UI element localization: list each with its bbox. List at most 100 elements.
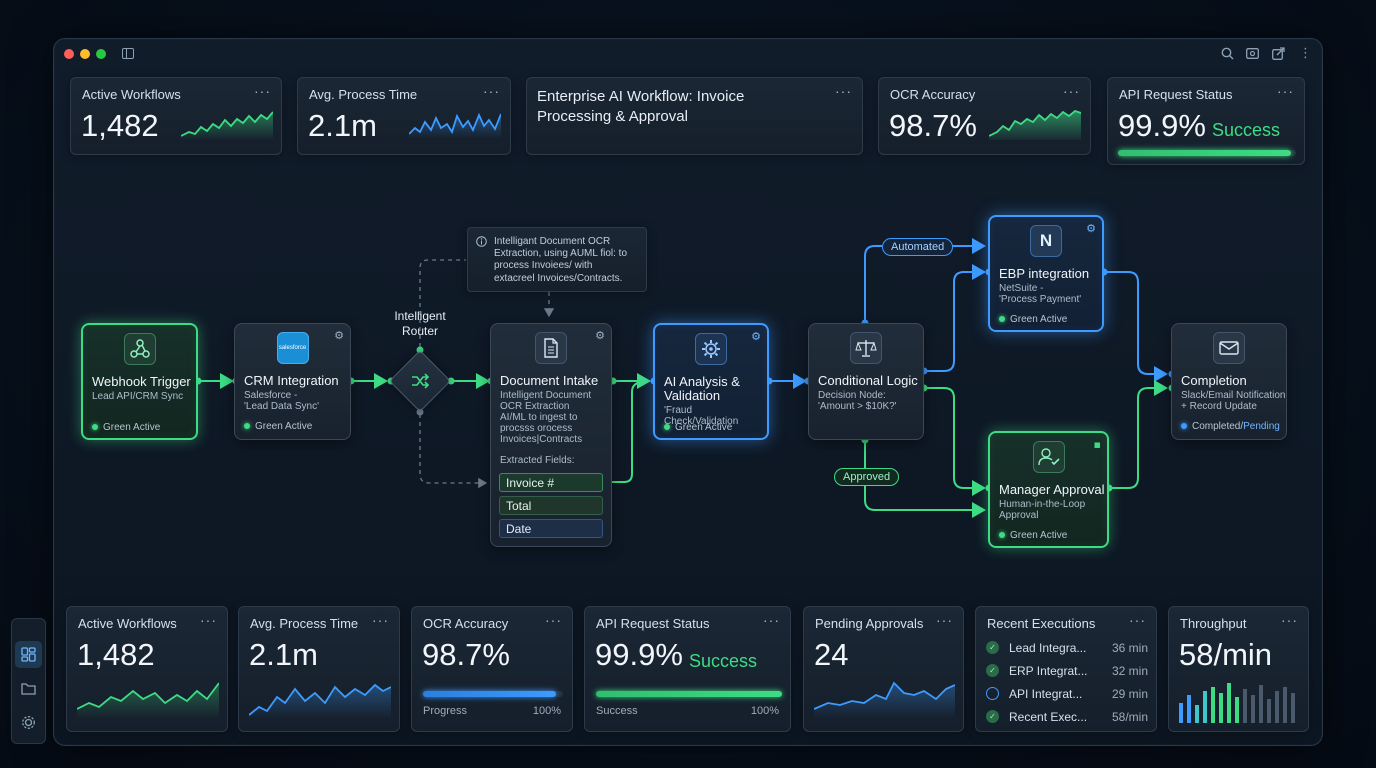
sparkline-chart	[77, 682, 219, 719]
more-options-icon[interactable]: ···	[254, 83, 271, 99]
node-title: Document Intake	[500, 373, 599, 388]
status-indicator: Green Active	[999, 314, 1067, 325]
image-icon[interactable]	[1246, 47, 1259, 60]
progress-label: Success	[596, 705, 638, 717]
document-icon	[535, 332, 567, 364]
sidebar-item-dashboard[interactable]	[15, 641, 42, 668]
more-vertical-icon[interactable]: ⋮	[1299, 46, 1312, 61]
external-link-icon[interactable]	[1272, 47, 1285, 60]
mail-icon	[1213, 332, 1245, 364]
tooltip-line: Extraction, using AUML fiol: to	[494, 248, 628, 259]
settings-gear-icon[interactable]: ⚙	[1086, 222, 1096, 235]
list-item[interactable]: API Integrat... 29 min	[986, 686, 1148, 702]
node-manager-approval[interactable]: ▪ Manager Approval Human-in-the-Loop App…	[988, 431, 1109, 548]
close-window-button[interactable]	[64, 49, 74, 59]
more-options-icon[interactable]: ···	[1277, 83, 1294, 99]
field-total[interactable]: Total	[499, 496, 603, 515]
more-options-icon[interactable]: ···	[936, 612, 953, 628]
execution-name: Recent Exec...	[1009, 710, 1088, 724]
node-crm-integration[interactable]: salesforce ⚙ CRM Integration Salesforce …	[234, 323, 351, 440]
more-options-icon[interactable]: ···	[1129, 612, 1146, 628]
search-icon[interactable]	[1221, 47, 1234, 60]
more-options-icon[interactable]: ···	[372, 612, 389, 628]
node-document-intake[interactable]: ⚙ Document Intake Intelligent Document O…	[490, 323, 612, 547]
shield-check-icon: ✓	[986, 641, 999, 654]
more-options-icon[interactable]: ···	[483, 83, 500, 99]
more-options-icon[interactable]: ···	[835, 83, 852, 99]
list-item[interactable]: ✓ ERP Integrat... 32 min	[986, 663, 1148, 679]
minimize-window-button[interactable]	[80, 49, 90, 59]
node-subtitle: + Record Update	[1181, 401, 1257, 412]
node-webhook-trigger[interactable]: Webhook Trigger Lead API/CRM Sync Green …	[81, 323, 198, 440]
node-subtitle: 'Fraud Check/Validation	[664, 405, 739, 427]
node-completion[interactable]: Completion Slack/Email Notification + Re…	[1171, 323, 1287, 440]
node-subtitle: Salesforce -	[244, 390, 298, 401]
sparkline-chart	[814, 681, 955, 719]
webhook-icon	[123, 333, 156, 365]
node-erp-integration[interactable]: N ⚙ EBP integration NetSuite - 'Process …	[988, 215, 1104, 332]
status-dot	[244, 423, 250, 430]
list-item[interactable]: ✓ Lead Integra... 36 min	[986, 640, 1148, 656]
node-description-line: OCR Extraction	[500, 401, 570, 412]
field-date[interactable]: Date	[499, 519, 603, 538]
info-icon	[476, 236, 487, 247]
status-text: Green Active	[103, 422, 161, 433]
webhook-glyph	[129, 339, 150, 358]
card-value: 98.7%	[889, 108, 977, 143]
settings-gear-icon[interactable]: ⚙	[595, 329, 605, 342]
more-options-icon[interactable]: ···	[1063, 83, 1080, 99]
node-ai-analysis[interactable]: ⚙ AI Analysis & Validation 'Fraud Check/…	[653, 323, 769, 440]
more-options-icon[interactable]: ···	[545, 612, 562, 628]
progress-track	[596, 691, 782, 697]
sparkline-chart	[181, 111, 273, 140]
card-title: Recent Executions	[987, 616, 1096, 631]
delete-icon[interactable]: ▪	[1093, 438, 1101, 451]
bottom-card-ocr-accuracy: OCR Accuracy ··· 98.7% Progress 100%	[411, 606, 573, 732]
settings-gear-icon[interactable]: ⚙	[334, 329, 344, 342]
card-value: 99.9%	[595, 637, 683, 672]
check-circle-icon: ✓	[986, 664, 999, 677]
more-options-icon[interactable]: ···	[1281, 612, 1298, 628]
field-invoice-number[interactable]: Invoice #	[499, 473, 603, 492]
list-item[interactable]: ✓ Recent Exec... 58/min	[986, 709, 1148, 725]
check-circle-icon: ✓	[986, 710, 999, 723]
more-options-icon[interactable]: ···	[763, 612, 780, 628]
card-value: 1,482	[81, 108, 159, 143]
more-options-icon[interactable]: ···	[200, 612, 217, 628]
node-title: Conditional Logic	[818, 373, 918, 388]
status-text-pending: Pending	[1243, 421, 1280, 432]
tooltip-line: process Invoiees/ with	[494, 260, 593, 271]
bottom-card-avg-process-time: Avg. Process Time ··· 2.1m	[238, 606, 400, 732]
tooltip-line: Intelligant Document OCR	[494, 236, 611, 247]
maximize-window-button[interactable]	[96, 49, 106, 59]
node-title: Validation	[664, 388, 721, 403]
node-conditional-logic[interactable]: Conditional Logic Decision Node: 'Amount…	[808, 323, 924, 440]
node-description-line: procsss orocess	[500, 423, 573, 434]
node-title: EBP integration	[999, 266, 1090, 281]
sidebar-toggle-icon[interactable]	[122, 48, 134, 59]
status-text: Completed/	[1192, 421, 1244, 432]
execution-time: 36 min	[1111, 641, 1148, 655]
node-description-line: AI/ML to ingest to	[500, 412, 578, 423]
edge-label-approved: Approved	[834, 468, 900, 486]
folder-icon[interactable]	[21, 682, 36, 695]
progress-fill	[596, 691, 782, 697]
status-indicator: Green Active	[244, 421, 312, 432]
netsuite-icon: N	[1030, 225, 1062, 257]
card-value: 2.1m	[308, 108, 377, 143]
user-check-glyph	[1037, 448, 1060, 466]
node-subtitle: 'Process Payment'	[999, 294, 1082, 305]
progress-value: 100%	[750, 705, 779, 717]
node-subtitle: Approval	[999, 510, 1039, 521]
scale-glyph	[855, 340, 877, 357]
settings-icon[interactable]	[21, 715, 36, 730]
status-text: Green Active	[255, 421, 313, 432]
top-card-avg-process-time: Avg. Process Time ··· 2.1m	[297, 77, 511, 155]
node-description-line: Intelligent Document	[500, 390, 592, 401]
status-label: Success	[1212, 120, 1281, 140]
settings-gear-icon[interactable]: ⚙	[751, 330, 761, 343]
node-title: Webhook Trigger	[92, 374, 191, 389]
execution-name: ERP Integrat...	[1009, 664, 1088, 678]
router-label-line: Intelligent	[394, 309, 446, 323]
top-card-api-status: API Request Status ··· 99.9% Success	[1107, 77, 1305, 165]
